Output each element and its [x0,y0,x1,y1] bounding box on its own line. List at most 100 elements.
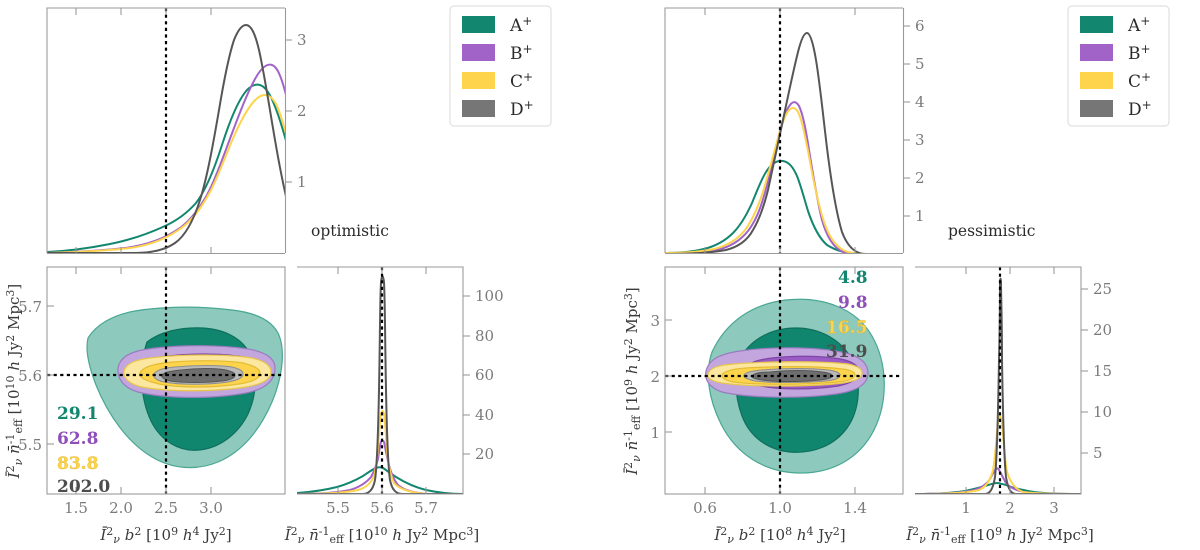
curve-left-top-D [47,24,285,253]
curve-right-top-A [665,159,900,253]
ytick-left-top-2: 2 [297,102,307,120]
legend-label-B: B+ [510,42,533,64]
ylabel-right: Ī2ν n̄-1eff [109 h Jy2 Mpc3] [622,287,643,476]
ytick-right-top-4: 4 [915,93,925,111]
ytick-left-contour-5.7: 5.7 [18,298,42,316]
xtick-right-rm-1: 1 [961,499,971,517]
xlabel-left: Ī2ν b2 [109 h4 Jy2] [99,525,231,546]
panel-right-contours: 1 2 3 0.6 1.0 1.4 4.8 9.8 16.5 31.9 [650,266,904,517]
xlabel-right-right-marg: Ī2ν n̄-1eff [109 h Jy2 Mpc3] [905,525,1094,546]
xlabel-left-right-marg: Ī2ν n̄-1eff [1010 h Jy2 Mpc3] [284,525,480,546]
ytick-left-rm-60: 60 [475,366,494,384]
curve-right-right-D [915,277,1081,494]
ytick-right-rm-15: 15 [1093,362,1112,380]
snr-left-A: 29.1 [57,404,98,424]
legend-label-C-right: C+ [1128,70,1151,92]
ytick-left-rm-100: 100 [475,287,504,305]
xtick-left-contour-1.5: 1.5 [64,499,88,517]
ytick-left-rm-80: 80 [475,327,494,345]
ytick-right-rm-25: 25 [1093,280,1112,298]
ytick-right-contour-3: 3 [650,312,660,330]
curve-right-top-D [665,32,900,253]
xtick-left-rm-5.5: 5.5 [326,499,350,517]
legend-label-D: D+ [510,98,534,120]
xtick-left-rm-5.7: 5.7 [414,499,438,517]
curve-right-top-B [665,101,900,253]
curve-right-top-C [665,106,900,253]
legend-right-box [1067,5,1170,127]
ytick-left-top-3: 3 [297,31,307,49]
xtick-left-contour-3.0: 3.0 [199,499,223,517]
ytick-right-contour-2: 2 [650,368,660,386]
panel-right-top-marginal: 1 2 3 4 5 6 [664,7,925,255]
legend-swatch-C [462,72,495,89]
snr-right-C: 16.5 [826,318,867,338]
ytick-left-contour-5.6: 5.6 [18,367,42,385]
xtick-left-contour-2.5: 2.5 [154,499,178,517]
snr-right-A: 4.8 [838,268,868,288]
panel-left-contours: 5.5 5.6 5.7 1.5 2.0 2.5 3.0 29.1 62.8 83… [18,266,286,517]
curve-right-right-C [915,415,1081,494]
ytick-right-top-6: 6 [915,17,925,35]
legend-right: A+ B+ C+ D+ [1067,5,1170,127]
panel-right-right-marginal: 5 10 15 20 25 1 2 3 [915,266,1112,517]
spine-right-top [664,7,903,253]
ytick-right-top-5: 5 [915,55,925,73]
legend-swatch-A-right [1080,16,1113,33]
legend-label-C: C+ [510,70,533,92]
legend-swatch-B [462,44,495,61]
spine-right-contour [664,266,904,495]
ylabel-left: Ī2ν n̄-1eff [1010 h Jy2 Mpc3] [4,284,25,480]
curve-left-top-A [47,83,285,253]
ytick-right-top-1: 1 [915,207,925,225]
curve-right-right-B [915,467,1081,494]
ytick-right-rm-10: 10 [1093,403,1112,421]
legend-swatch-D-right [1080,100,1113,117]
legend-label-D-right: D+ [1128,98,1152,120]
ytick-right-contour-1: 1 [650,424,660,442]
xtick-left-rm-5.6: 5.6 [370,499,394,517]
legend-left-box [449,5,552,127]
xtick-right-contour-1.0: 1.0 [768,499,792,517]
curve-left-right-C [297,410,463,494]
xlabel-right: Ī2ν b2 [108 h4 Jy2] [713,525,845,546]
ytick-left-top-1: 1 [297,173,307,191]
legend-swatch-C-right [1080,72,1113,89]
snr-left-B: 62.8 [57,429,98,449]
legend-swatch-D [462,100,495,117]
legend-swatch-B-right [1080,44,1113,61]
ytick-right-rm-5: 5 [1093,444,1103,462]
xtick-right-contour-1.4: 1.4 [843,499,867,517]
xtick-right-contour-0.6: 0.6 [693,499,717,517]
xtick-right-rm-2: 2 [1005,499,1015,517]
snr-left-C: 83.8 [57,454,98,474]
curve-left-right-D [297,275,463,494]
ytick-left-rm-40: 40 [475,406,494,424]
ytick-left-rm-20: 20 [475,445,494,463]
spine-right-right-marg [915,266,1082,495]
snr-right-B: 9.8 [838,293,868,313]
curve-right-right-A [915,482,1081,494]
panel-left-right-marginal: 20 40 60 80 100 5.5 5.6 5.7 [297,266,504,517]
snr-right-D: 31.9 [826,342,867,362]
scenario-label-right: pessimistic [948,222,1035,240]
xtick-left-contour-2.0: 2.0 [109,499,133,517]
legend-label-A: A+ [509,14,532,36]
legend-label-A-right: A+ [1127,14,1150,36]
xtick-right-rm-3: 3 [1049,499,1059,517]
curve-left-right-A [297,466,463,494]
ytick-right-rm-20: 20 [1093,321,1112,339]
ytick-right-top-3: 3 [915,131,925,149]
legend-label-B-right: B+ [1128,42,1151,64]
legend-left: A+ B+ C+ D+ [449,5,552,127]
curve-left-top-C [47,94,285,253]
ytick-right-top-2: 2 [915,169,925,187]
ytick-left-contour-5.5: 5.5 [18,436,42,454]
legend-swatch-A [462,16,495,33]
spine-left-right-marg [297,266,464,495]
snr-left-D: 202.0 [57,477,110,497]
spine-left-top [46,7,285,253]
panel-left-top-marginal: 1 2 3 [46,7,307,255]
